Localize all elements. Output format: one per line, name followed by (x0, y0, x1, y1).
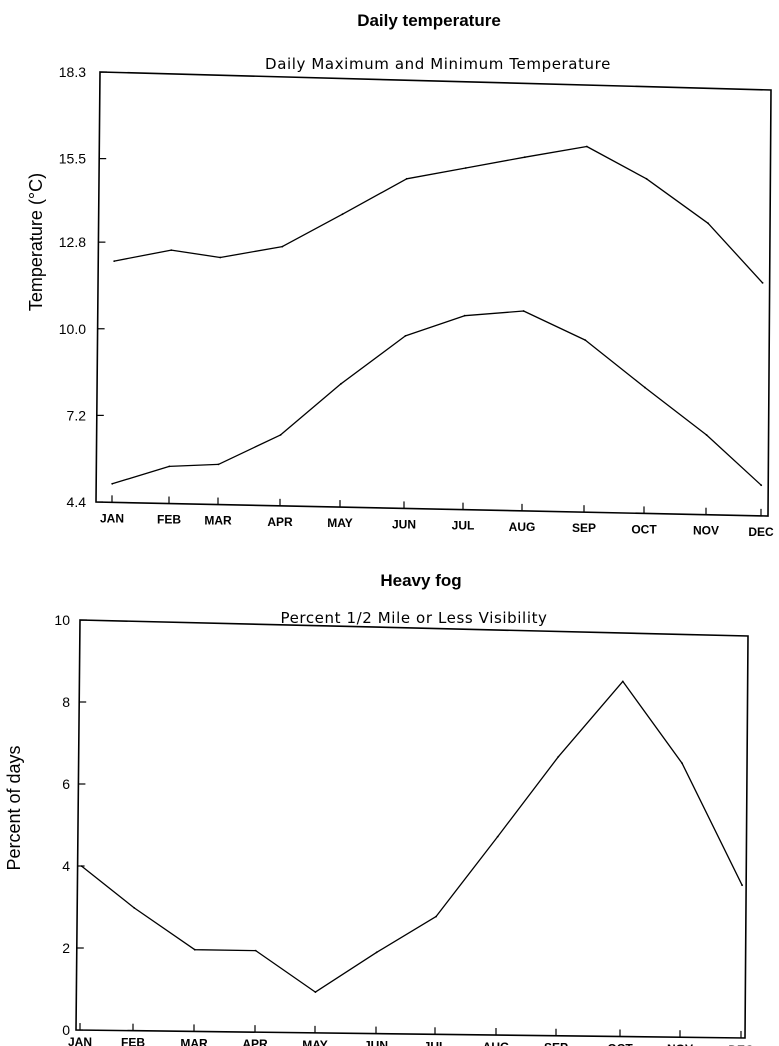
fog-y-tick-label: 2 (62, 940, 70, 956)
fog-x-tick-label: MAY (302, 1038, 328, 1046)
temperature-y-tick-label: 12.8 (59, 234, 86, 250)
temperature-y-tick-label: 18.3 (59, 64, 86, 80)
temperature-x-tick-label: NOV (693, 524, 719, 538)
fog-x-tick-label: JUL (424, 1039, 447, 1046)
fog-x-tick-label: JUN (364, 1039, 388, 1046)
temperature-series-0-point (219, 256, 222, 259)
temperature-series-1-point (279, 434, 282, 436)
temperature-series-1-point (705, 434, 708, 436)
temperature-x-tick-label: MAR (204, 514, 232, 528)
fog-plot-frame (75, 619, 749, 1039)
temperature-series-0-point (113, 260, 116, 262)
temperature-chart-title: Daily temperature (357, 11, 501, 30)
fog-x-tick-label: OCT (607, 1042, 633, 1046)
fog-chart-subtitle: Percent 1/2 Mile or Less Visibility (280, 609, 547, 627)
temperature-y-axis-label: Temperature (°C) (26, 173, 46, 311)
fog-series-0-point (681, 762, 683, 765)
fog-x-tick-label: DEC (728, 1043, 754, 1046)
temperature-series-0-point (707, 222, 709, 225)
fog-chart: Heavy fog Percent 1/2 Mile or Less Visib… (4, 571, 754, 1046)
temperature-series-1-point (522, 310, 525, 312)
temperature-series-0-line (114, 145, 764, 284)
fog-series-0-point (193, 948, 196, 951)
temperature-x-tick-label: AUG (509, 520, 536, 534)
temperature-y-tick-label: 4.4 (67, 494, 87, 510)
temperature-y-tick-label: 7.2 (67, 407, 87, 423)
fog-series-0-point (80, 865, 83, 867)
fog-series-0-point (557, 755, 560, 758)
temperature-y-tick-label: 15.5 (59, 151, 86, 167)
temperature-series-0-point (341, 213, 344, 216)
fog-chart-title: Heavy fog (380, 571, 461, 590)
temperature-x-tick-label: DEC (748, 525, 774, 539)
temperature-series-0-point (170, 249, 173, 252)
fog-series-0-point (435, 915, 437, 918)
temperature-series-1-point (644, 386, 646, 389)
temperature-x-tick-label: MAY (327, 516, 353, 530)
temperature-series-1-point (584, 339, 587, 341)
temperature-series-0-point (405, 177, 408, 180)
temperature-x-tick-label: SEP (572, 521, 596, 535)
temperature-series-1-point (111, 482, 114, 485)
fog-series-0-point (314, 991, 317, 993)
fog-series-0-point (741, 884, 743, 887)
temperature-x-tick-label: OCT (631, 522, 657, 536)
fog-x-tick-label: SEP (544, 1041, 568, 1046)
temperature-series-1-point (340, 382, 342, 385)
fog-series-0-point (375, 951, 378, 954)
fog-series-0-line (81, 680, 743, 993)
temperature-series-0-point (523, 156, 526, 159)
temperature-series-1-point (404, 335, 407, 337)
fog-y-tick-label: 6 (62, 776, 70, 792)
temperature-plot-frame (95, 71, 772, 517)
temperature-series-1-point (168, 465, 171, 468)
temperature-plot-area: 4.4 7.2 10.0 12.8 15.5 18.3 JAN FEB MAR APR MAY JUN… (59, 64, 774, 539)
fog-series-0-point (496, 835, 499, 838)
temperature-series-0-point (585, 145, 588, 148)
temperature-x-tick-label: JAN (100, 511, 124, 525)
temperature-series-0-point (281, 245, 284, 248)
fog-plot-area: 0 2 4 6 8 10 JAN FEB MAR APR MAY JUN JUL AUG SEP OCT NOV… (54, 612, 754, 1046)
fog-x-tick-label: MAR (180, 1036, 208, 1046)
temperature-series-0-point (464, 167, 467, 169)
temperature-series-0-point (761, 282, 764, 284)
fog-x-tick-label: APR (242, 1037, 268, 1046)
fog-series-0-point (133, 907, 136, 909)
temperature-series-0-point (645, 177, 648, 180)
temperature-chart: Daily temperature Daily Maximum and Mini… (26, 11, 774, 539)
fog-y-tick-label: 0 (62, 1022, 70, 1038)
temperature-series-1-point (760, 484, 763, 487)
fog-x-tick-label: FEB (121, 1036, 145, 1046)
temperature-series-1-line (112, 310, 762, 486)
fog-y-tick-label: 10 (54, 612, 70, 628)
fog-x-tick-label: JAN (68, 1035, 92, 1046)
temperature-series-1-point (463, 314, 466, 317)
fog-y-tick-label: 8 (62, 694, 70, 710)
temperature-x-tick-label: JUN (392, 517, 416, 531)
temperature-x-tick-label: FEB (157, 513, 181, 527)
fog-series-0-point (621, 680, 624, 683)
temperature-x-tick-label: APR (267, 515, 293, 529)
temperature-chart-subtitle: Daily Maximum and Minimum Temperature (265, 55, 611, 73)
fog-y-tick-label: 4 (62, 858, 70, 874)
fog-x-tick-label: NOV (667, 1042, 693, 1046)
temperature-x-tick-label: JUL (452, 519, 475, 533)
temperature-series-1-point (217, 463, 220, 466)
fog-series-0-point (254, 949, 257, 952)
temperature-y-tick-label: 10.0 (59, 321, 86, 337)
fog-y-axis-label: Percent of days (4, 745, 24, 870)
fog-x-tick-label: AUG (483, 1040, 510, 1046)
